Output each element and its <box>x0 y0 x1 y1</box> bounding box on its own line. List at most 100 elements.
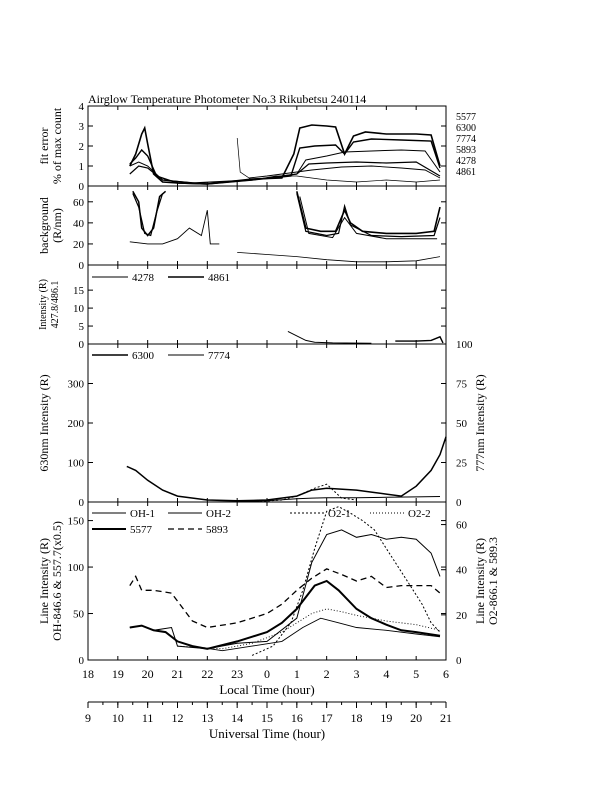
series-line-O2-2 <box>177 608 441 650</box>
y-tick-label: 15 <box>73 285 85 297</box>
y-tick-label: 2 <box>79 141 85 153</box>
y-tick-label: 0 <box>79 260 85 272</box>
y-axis-label: (R/nm) <box>50 208 64 243</box>
series-line-6300 <box>129 138 441 185</box>
y-right-tick-label: 40 <box>456 565 468 577</box>
series-line-OH-2 <box>192 617 441 652</box>
ut-tick-label: 16 <box>291 711 303 725</box>
series-line-4861 <box>236 137 441 183</box>
series-line-bg-b <box>132 193 164 237</box>
local-time-tick-label: 3 <box>354 667 360 681</box>
y-tick-label: 5 <box>79 321 85 333</box>
y-axis-label: 630nm Intensity (R) <box>37 374 51 471</box>
series-line-7774 <box>129 149 441 185</box>
y-axis-label: 427.8/486.1 <box>50 281 61 329</box>
y-tick-label: 20 <box>73 239 85 251</box>
y-axis-label: OH-846.6 & 557.7(x0.5) <box>50 521 64 641</box>
y-right-axis-label: Line Intensity (R) <box>473 538 487 624</box>
local-time-tick-label: 23 <box>231 667 243 681</box>
local-time-tick-label: 5 <box>413 667 419 681</box>
series-line-5577 <box>129 579 441 650</box>
ut-tick-label: 21 <box>440 711 452 725</box>
ut-tick-label: 17 <box>321 711 333 725</box>
series-line-bg-f <box>237 252 441 263</box>
series-line-bg-c <box>296 191 441 235</box>
y-right-tick-label: 60 <box>456 520 468 532</box>
y-tick-label: 0 <box>79 655 85 667</box>
legend-label: O2-2 <box>408 508 431 520</box>
y-axis-label: background <box>37 197 51 254</box>
y-right-tick-label: 20 <box>456 610 468 622</box>
series-line-5577 <box>129 124 441 185</box>
series-line-OH-1 <box>129 529 441 650</box>
ut-tick-label: 20 <box>410 711 422 725</box>
legend-label: 5577 <box>130 524 153 536</box>
y-tick-label: 10 <box>73 303 85 315</box>
y-axis-label: Intensity (R) <box>38 279 49 330</box>
chart-title: Airglow Temperature Photometer No.3 Riku… <box>88 92 366 106</box>
y-tick-label: 40 <box>73 218 85 230</box>
local-time-tick-label: 22 <box>201 667 213 681</box>
legend-label: 5893 <box>456 145 476 156</box>
y-tick-label: 50 <box>73 609 85 621</box>
y-tick-label: 60 <box>73 197 85 209</box>
series-line-5893 <box>129 568 441 629</box>
local-time-tick-label: 0 <box>264 667 270 681</box>
local-time-tick-label: 21 <box>172 667 184 681</box>
ut-tick-label: 13 <box>201 711 213 725</box>
y-axis-label: fit error <box>37 128 51 165</box>
series-line-bg-d <box>296 193 441 238</box>
y-tick-label: 100 <box>68 562 85 574</box>
series-line-4861 <box>395 335 444 344</box>
ut-tick-label: 9 <box>85 711 91 725</box>
panels-group: 0 1 2 3 4 fit error% of max count 0 20 40 60 backg… <box>37 101 500 667</box>
y-tick-label: 0 <box>79 181 85 193</box>
y-right-tick-label: 100 <box>456 339 473 351</box>
legend-label: 6300 <box>132 350 155 362</box>
y-right-tick-label: 75 <box>456 379 468 391</box>
y-tick-label: 4 <box>79 101 85 113</box>
y-right-tick-label: 50 <box>456 418 468 430</box>
ut-tick-label: 10 <box>112 711 124 725</box>
legend-label: 4278 <box>132 272 155 284</box>
series-line-6300 <box>126 436 447 502</box>
ut-tick-label: 14 <box>231 711 243 725</box>
legend-label: O2-1 <box>328 508 351 520</box>
series-line-dotted-oh <box>252 483 357 503</box>
y-right-tick-label: 0 <box>456 497 462 509</box>
y-tick-label: 150 <box>68 516 85 528</box>
legend-label: 5577 <box>456 112 476 123</box>
series-line-4278 <box>249 165 441 179</box>
series-line-bg-a <box>132 190 167 237</box>
y-tick-label: 200 <box>68 418 85 430</box>
y-axis-label: % of max count <box>50 107 64 184</box>
local-time-tick-label: 20 <box>142 667 154 681</box>
series-line-bg-e <box>299 196 438 240</box>
local-time-tick-label: 6 <box>443 667 449 681</box>
legend-label: 4861 <box>208 272 230 284</box>
y-right-tick-label: 0 <box>456 655 462 667</box>
local-time-tick-label: 2 <box>324 667 330 681</box>
ut-tick-label: 15 <box>261 711 273 725</box>
panel-frame-fit-error <box>87 105 447 187</box>
y-right-axis-label: 777nm Intensity (R) <box>473 374 487 471</box>
legend-label: OH-1 <box>130 508 155 520</box>
y-tick-label: 0 <box>79 339 85 351</box>
local-time-axis-label: Local Time (hour) <box>219 682 314 697</box>
local-time-tick-label: 18 <box>82 667 94 681</box>
y-tick-label: 300 <box>68 379 85 391</box>
legend-label: OH-2 <box>206 508 231 520</box>
ut-tick-label: 12 <box>172 711 184 725</box>
legend-label: 7774 <box>456 134 476 145</box>
series-line-5893 <box>129 161 441 184</box>
y-axis-label: Line Intensity (R) <box>37 538 51 624</box>
local-time-tick-label: 4 <box>383 667 389 681</box>
y-tick-label: 0 <box>79 497 85 509</box>
y-tick-label: 1 <box>79 161 85 173</box>
ut-tick-label: 18 <box>351 711 363 725</box>
y-right-tick-label: 25 <box>456 458 468 470</box>
y-tick-label: 3 <box>79 121 85 133</box>
series-line-7774 <box>207 496 441 503</box>
